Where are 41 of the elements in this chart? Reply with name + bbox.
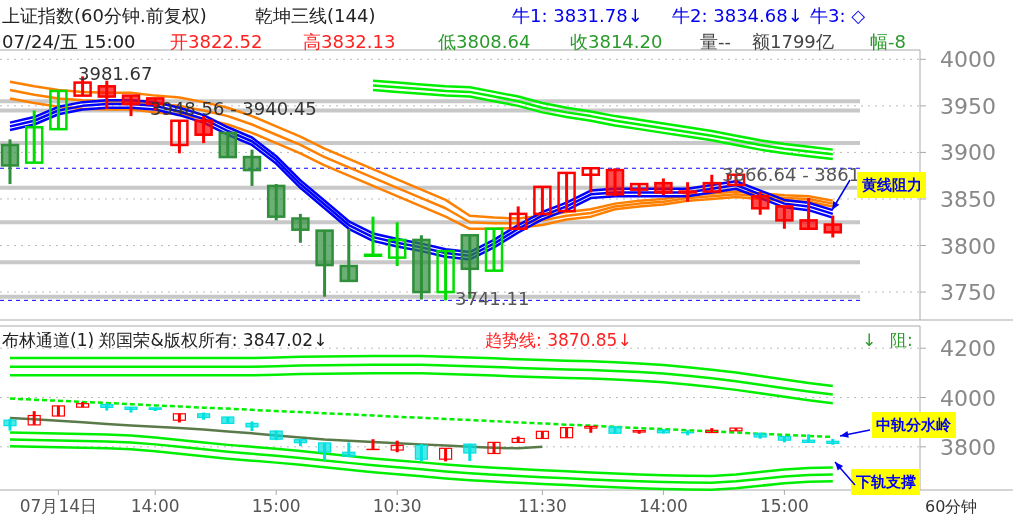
annotation: 3981.67	[78, 63, 153, 84]
x-tick-label: 07月14日	[19, 496, 98, 516]
text: 乾坤三线(144)	[255, 5, 376, 26]
text: 阻:	[890, 330, 913, 350]
annotation: 趋势线: 3870.85↓	[485, 330, 632, 350]
text: 牛3: ◇	[810, 5, 866, 26]
annotation: 开3822.52	[170, 31, 263, 52]
y-tick-label: 3950	[940, 93, 996, 119]
text: 牛2: 3834.68↓	[672, 5, 803, 26]
y-tick-label: 4200	[940, 336, 996, 362]
y-tick-label: 3900	[940, 140, 996, 166]
annotation: 07/24/五 15:00	[2, 31, 136, 52]
text: ↓	[862, 330, 877, 350]
text: 下轨支撑	[855, 473, 916, 491]
annotation: 3948.56 - 3940.45	[150, 98, 317, 119]
y-tick-label: 3750	[940, 280, 996, 306]
x-tick-label: 14:00	[130, 496, 180, 516]
y-tick-label: 4000	[940, 385, 996, 411]
annotation: 布林通道(1) 郑国荣&版权所有: 3847.02↓	[2, 330, 328, 350]
y-tick-label: 3800	[940, 434, 996, 460]
y-tick-label: 3800	[940, 233, 996, 259]
x-tick-label: 15:00	[251, 496, 301, 516]
y-tick-label: 4000	[940, 47, 996, 73]
y-tick-label: 3850	[940, 186, 996, 212]
text: 中轨分水岭	[876, 416, 952, 434]
annotation: 低3808.64	[438, 31, 531, 52]
annotation: 3866.64 - 3861	[722, 164, 861, 185]
annotation: 收3814.20	[570, 31, 663, 52]
text: 牛1: 3831.78↓	[512, 5, 643, 26]
text: 60分钟	[925, 497, 978, 516]
x-tick-label: 11:30	[517, 496, 567, 516]
text: 黄线阻力	[861, 176, 922, 194]
annotation: 3741.11	[455, 288, 530, 309]
annotation: 量--	[700, 31, 731, 52]
x-tick-label: 15:00	[759, 496, 809, 516]
annotation: 额1799亿	[752, 31, 834, 52]
x-tick-label: 14:00	[638, 496, 688, 516]
chart-title: 上证指数(60分钟.前复权)	[2, 5, 207, 26]
x-tick-label: 10:30	[372, 496, 422, 516]
text: 幅-8	[870, 31, 906, 52]
annotation: 高3832.13	[303, 31, 396, 52]
